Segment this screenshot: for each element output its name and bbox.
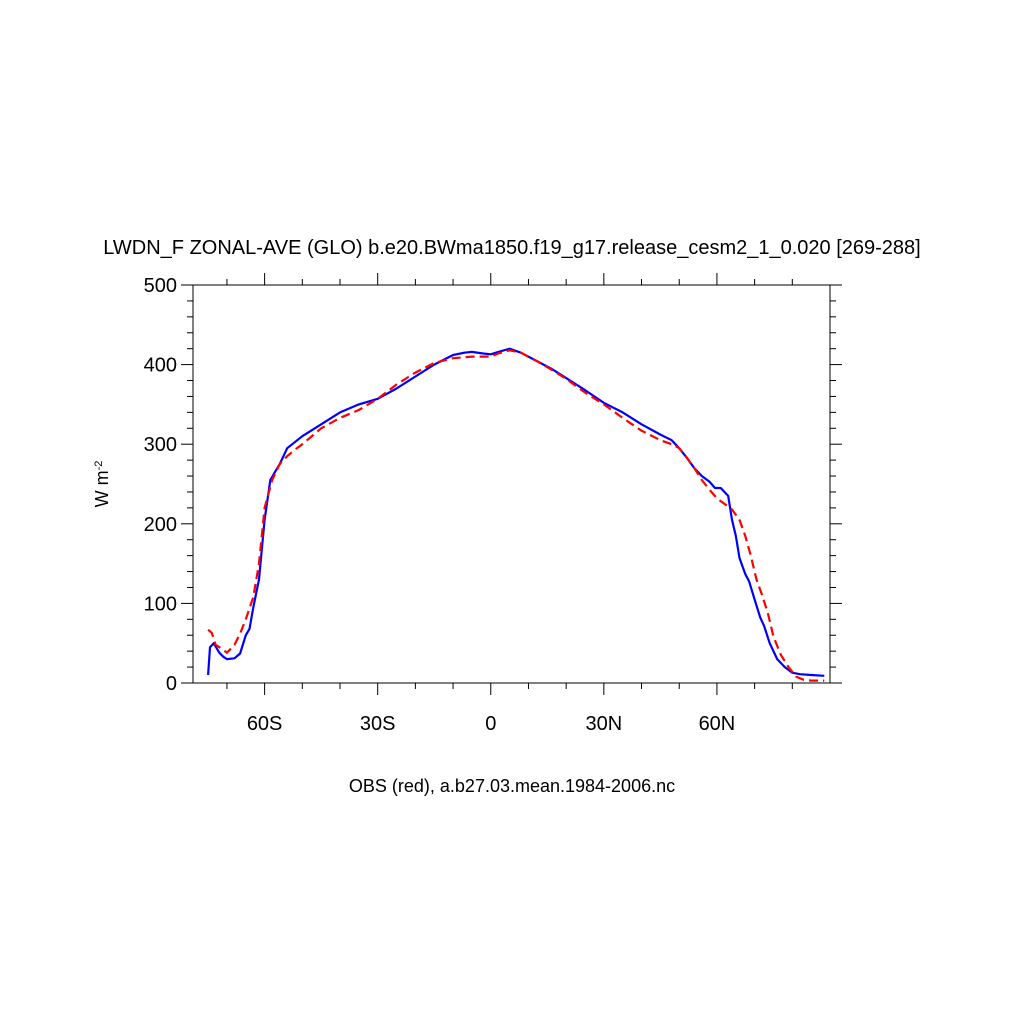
y-tick-label: 400 (144, 355, 177, 377)
y-tick-label: 100 (144, 593, 177, 615)
chart-title: LWDN_F ZONAL-AVE (GLO) b.e20.BWma1850.f1… (103, 237, 920, 259)
plot-frame (192, 284, 831, 684)
x-tick-label: 0 (485, 713, 496, 735)
y-tick-label: 500 (144, 275, 177, 297)
x-tick-label: 60S (247, 713, 283, 735)
y-tick-label: 300 (144, 434, 177, 456)
obs-series-line (207, 349, 825, 682)
model-series-line (207, 347, 825, 677)
x-tick-label: 30S (360, 713, 396, 735)
x-tick-label: 30N (585, 713, 622, 735)
axis-ticks (181, 273, 842, 695)
x-axis-label: OBS (red), a.b27.03.mean.1984-2006.nc (349, 776, 675, 796)
tick-labels: 0 100 200 300 400 500 60S 30S 0 30N 60N (144, 275, 736, 735)
series-lines (207, 347, 825, 682)
plot-frame-border (192, 284, 831, 684)
y-axis-label: W m-2 (92, 461, 112, 508)
y-axis-label-exponent: -2 (93, 461, 105, 471)
x-tick-label: 60N (699, 713, 736, 735)
y-axis-label-text: W m (92, 470, 112, 507)
y-tick-label: 200 (144, 514, 177, 536)
y-tick-label: 0 (166, 673, 177, 695)
